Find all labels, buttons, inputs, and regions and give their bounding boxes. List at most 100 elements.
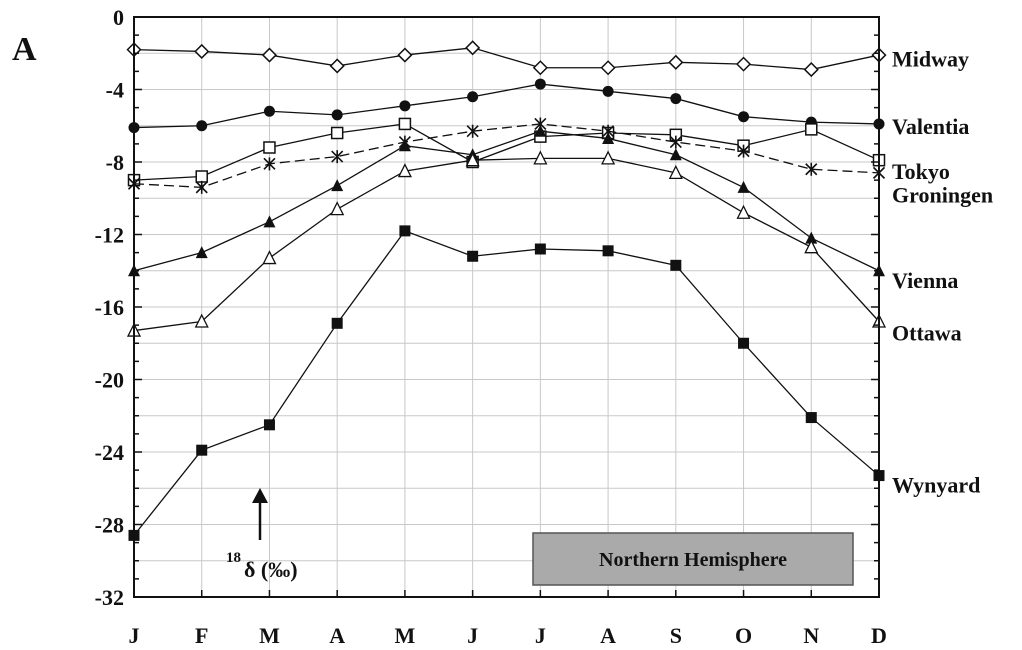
data-point: [330, 126, 344, 140]
data-point: [331, 317, 343, 329]
series-line: [133, 123, 880, 181]
data-point: [805, 123, 818, 136]
series-ottawa: [126, 150, 887, 337]
y-tick-label: -28: [95, 513, 124, 538]
data-point: [331, 109, 343, 121]
data-point: [601, 150, 616, 165]
y-tick-label: 0: [113, 5, 124, 30]
data-point: [467, 91, 479, 103]
data-point: [331, 150, 344, 164]
x-tick-label: N: [803, 623, 819, 648]
data-point: [397, 163, 412, 178]
data-point: [194, 313, 209, 328]
data-point: [737, 180, 750, 193]
data-point: [669, 148, 682, 161]
series-label: Midway: [892, 47, 969, 72]
series-label: Vienna: [892, 268, 958, 293]
y-tick-label: -32: [95, 585, 124, 610]
series-wynyard: [128, 225, 885, 541]
y-tick-label: -24: [95, 440, 124, 465]
series-line: [133, 157, 880, 332]
y-tick-label: -12: [95, 223, 124, 248]
data-point: [602, 85, 614, 97]
data-point: [329, 58, 345, 74]
annotation-arrow-head: [252, 488, 268, 503]
x-tick-label: J: [129, 623, 140, 648]
data-point: [738, 337, 750, 349]
data-point: [465, 152, 480, 167]
data-point: [668, 54, 684, 70]
data-point: [331, 179, 344, 192]
data-point: [330, 201, 345, 216]
series-midway: [126, 40, 887, 78]
grid: [133, 16, 880, 598]
axis-annotation: 18 δ (‰): [226, 488, 298, 582]
data-point: [602, 245, 614, 257]
data-point: [399, 225, 411, 237]
x-tick-label: A: [600, 623, 616, 648]
data-point: [196, 444, 208, 456]
series-line: [133, 83, 880, 129]
data-point: [263, 419, 275, 431]
data-point: [467, 250, 479, 262]
x-tick-label: O: [735, 623, 752, 648]
y-tick-label: -20: [95, 368, 124, 393]
data-point: [263, 215, 276, 228]
data-point: [263, 157, 276, 171]
data-point: [262, 250, 277, 265]
x-tick-label: J: [535, 623, 546, 648]
annotation-superscript: 18: [226, 550, 241, 566]
y-tick-label: -4: [106, 78, 124, 103]
x-tick-label: F: [195, 623, 208, 648]
data-point: [602, 131, 615, 144]
x-tick-label: J: [467, 623, 478, 648]
panel-label: A: [12, 31, 37, 68]
data-point: [737, 144, 750, 158]
data-point: [803, 62, 819, 78]
x-tick-label: D: [871, 623, 887, 648]
data-point: [465, 40, 481, 56]
x-tick-label: A: [329, 623, 345, 648]
series-label: Tokyo: [892, 159, 950, 184]
data-point: [736, 204, 751, 219]
data-point: [805, 412, 817, 424]
series-line: [133, 123, 880, 189]
series-vienna: [128, 124, 885, 277]
data-point: [532, 60, 548, 76]
data-point: [466, 124, 479, 138]
data-point: [738, 111, 750, 123]
data-point: [600, 60, 616, 76]
series-label: Ottawa: [892, 320, 962, 345]
axes: 0-4-8-12-16-20-24-28-32J F M A M J J A S O N D: [95, 5, 887, 648]
data-point: [534, 78, 546, 90]
x-tick-label: M: [259, 623, 280, 648]
series-label: Wynyard: [892, 473, 980, 498]
data-point: [398, 139, 411, 152]
y-tick-label: -8: [106, 150, 124, 175]
series-line: [133, 47, 880, 71]
y-tick-label: -16: [95, 295, 124, 320]
data-point: [399, 100, 411, 112]
data-point: [670, 93, 682, 105]
data-point: [533, 150, 548, 165]
data-point: [196, 120, 208, 132]
x-tick-label: M: [395, 623, 416, 648]
data-point: [195, 246, 208, 259]
data-point: [534, 243, 546, 255]
hemisphere-box: Northern Hemisphere: [532, 532, 854, 586]
data-point: [670, 259, 682, 271]
data-point: [398, 117, 412, 131]
data-point: [263, 105, 275, 117]
data-point: [261, 47, 278, 63]
annotation-text: δ (‰): [244, 557, 298, 582]
data-point: [534, 124, 547, 137]
series-groningen: [127, 117, 886, 194]
data-point: [735, 56, 752, 72]
hemisphere-box-label: Northern Hemisphere: [599, 549, 787, 571]
series-tokyo: [127, 117, 886, 187]
data-point: [195, 170, 208, 183]
hemisphere-box-bg: [532, 532, 854, 586]
x-tick-label: S: [670, 623, 682, 648]
